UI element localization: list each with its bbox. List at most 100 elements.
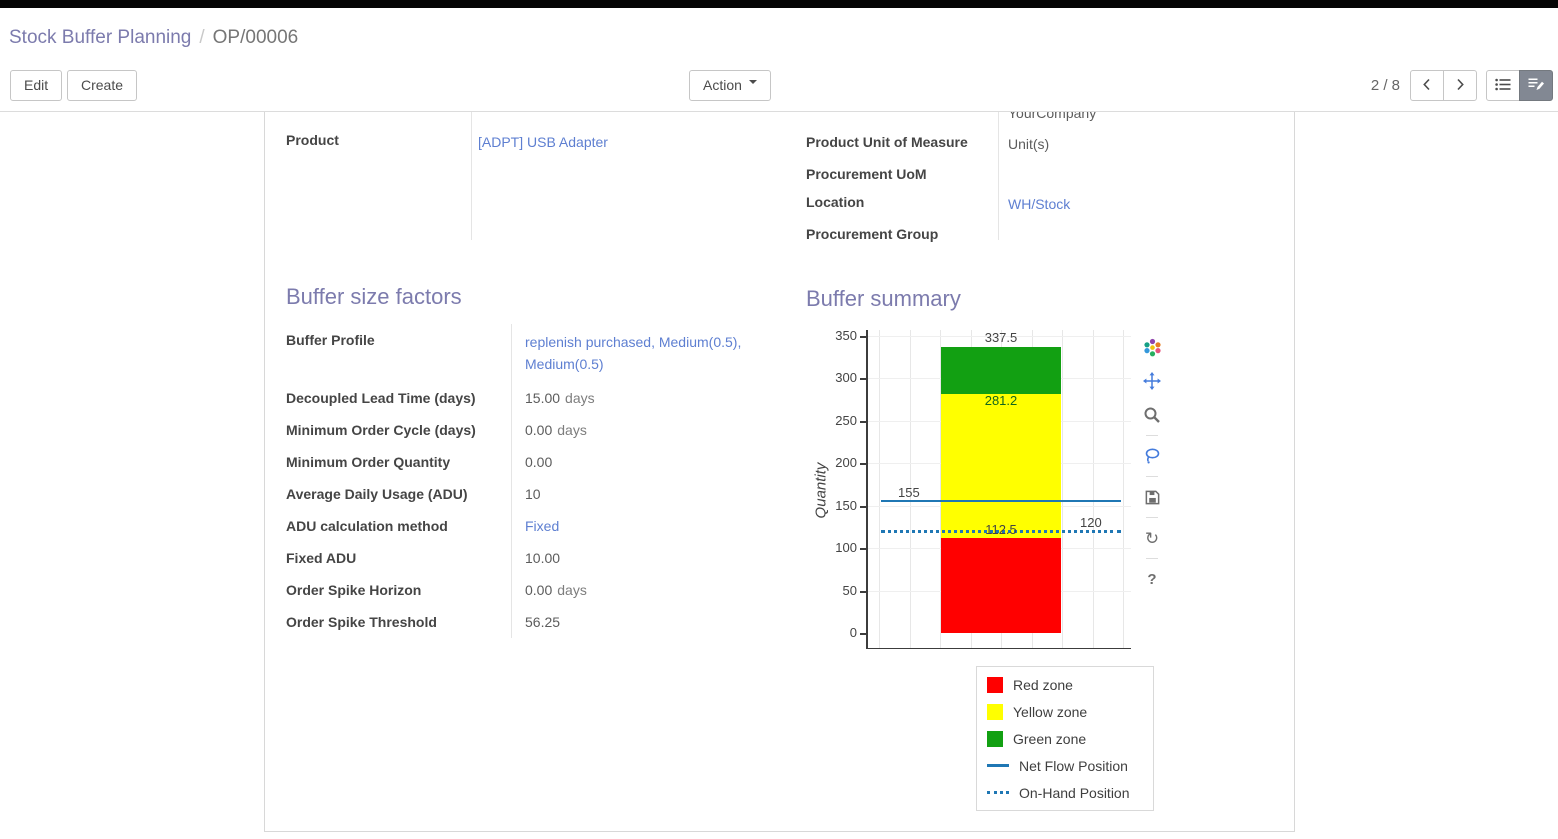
form-sheet: Product [ADPT] USB Adapter YourCompany P… bbox=[264, 112, 1295, 832]
action-dropdown-button[interactable]: Action bbox=[689, 70, 771, 101]
legend-item[interactable]: Net Flow Position bbox=[977, 752, 1153, 779]
table-row: Buffer Profile replenish purchased, Medi… bbox=[286, 324, 760, 382]
toolbar-separator bbox=[1146, 435, 1158, 436]
zone-bar-green-zone bbox=[941, 346, 1061, 395]
help-icon[interactable]: ? bbox=[1147, 570, 1157, 588]
y-tick-mark bbox=[860, 548, 866, 551]
breadcrumb: Stock Buffer Planning / OP/00006 bbox=[9, 27, 298, 49]
previous-page-icon bbox=[1422, 78, 1432, 94]
table-row: Order Spike Threshold 56.25 bbox=[286, 606, 760, 638]
next-page-icon bbox=[1455, 78, 1465, 94]
buffer-factors-table: Buffer Profile replenish purchased, Medi… bbox=[286, 324, 760, 638]
spike-horizon-label: Order Spike Horizon bbox=[286, 582, 422, 598]
control-panel: Edit Create Action 2 / 8 bbox=[0, 62, 1558, 112]
legend-item[interactable]: Red zone bbox=[977, 671, 1153, 698]
v-grid-line bbox=[1123, 330, 1124, 648]
v-grid-line bbox=[940, 330, 941, 648]
toolbar-separator bbox=[1146, 476, 1158, 477]
table-row: Minimum Order Cycle (days) 0.00 days bbox=[286, 414, 760, 446]
edit-button[interactable]: Edit bbox=[10, 70, 63, 101]
procurement-uom-label: Procurement UoM bbox=[806, 166, 927, 182]
adu-label: Average Daily Usage (ADU) bbox=[286, 486, 468, 502]
breadcrumb-parent-link[interactable]: Stock Buffer Planning bbox=[9, 27, 192, 48]
plotly-logo-icon[interactable] bbox=[1139, 332, 1165, 362]
y-tick-label: 50 bbox=[842, 582, 857, 598]
reset-icon[interactable]: ↻ bbox=[1144, 528, 1160, 548]
y-tick-mark bbox=[860, 420, 866, 423]
spike-horizon-suffix: days bbox=[557, 582, 587, 598]
legend-swatch bbox=[987, 676, 1003, 693]
legend-label: Net Flow Position bbox=[1019, 757, 1128, 774]
dlt-label: Decoupled Lead Time (days) bbox=[286, 390, 476, 406]
fixed-adu-value: 10.00 bbox=[525, 550, 561, 566]
min-order-cycle-suffix: days bbox=[557, 422, 587, 438]
next-page-button[interactable] bbox=[1443, 70, 1477, 101]
location-link[interactable]: WH/Stock bbox=[1008, 196, 1071, 212]
lasso-icon[interactable] bbox=[1139, 441, 1165, 471]
dlt-value: 15.00 bbox=[525, 390, 561, 406]
breadcrumb-current: OP/00006 bbox=[212, 27, 299, 48]
list-view-button[interactable] bbox=[1486, 70, 1520, 101]
fixed-adu-label: Fixed ADU bbox=[286, 550, 357, 566]
app-top-bar bbox=[0, 0, 1558, 8]
net-flow-position-line bbox=[881, 500, 1121, 503]
breadcrumb-row: Stock Buffer Planning / OP/00006 bbox=[0, 8, 1558, 62]
zone-bar-red-zone bbox=[941, 537, 1061, 633]
y-tick-label: 0 bbox=[849, 625, 857, 640]
pan-icon[interactable] bbox=[1139, 366, 1165, 396]
h-grid-line bbox=[868, 336, 1131, 337]
y-tick-label: 250 bbox=[835, 412, 857, 428]
legend-swatch bbox=[987, 730, 1003, 747]
legend-label: Red zone bbox=[1013, 676, 1073, 693]
legend-swatch bbox=[987, 791, 1009, 794]
min-order-cycle-label: Minimum Order Cycle (days) bbox=[286, 422, 476, 438]
table-row: ADU calculation method Fixed bbox=[286, 510, 760, 542]
table-row: Average Daily Usage (ADU) 10 bbox=[286, 478, 760, 510]
previous-page-button[interactable] bbox=[1410, 70, 1444, 101]
adu-method-label: ADU calculation method bbox=[286, 518, 448, 534]
buffer-profile-link[interactable]: replenish purchased, Medium(0.5), Medium… bbox=[525, 334, 742, 372]
legend-item[interactable]: Yellow zone bbox=[977, 698, 1153, 725]
y-tick-label: 350 bbox=[835, 328, 857, 343]
dlt-suffix: days bbox=[565, 390, 595, 406]
table-row: Order Spike Horizon 0.00 days bbox=[286, 574, 760, 606]
location-label: Location bbox=[806, 194, 865, 210]
save-icon[interactable] bbox=[1139, 482, 1165, 512]
buffer-summary-chart: Quantity 0 50 100 150 200 250 300 350 112.5 281.… bbox=[805, 322, 1285, 831]
v-grid-line bbox=[879, 330, 880, 648]
list-view-icon bbox=[1495, 78, 1511, 94]
y-tick-label: 150 bbox=[835, 497, 857, 513]
chart-legend: Red zone Yellow zone Green zone Net Flow Po… bbox=[976, 666, 1154, 811]
product-link[interactable]: [ADPT] USB Adapter bbox=[478, 134, 608, 150]
y-tick-mark bbox=[860, 590, 866, 593]
y-tick-mark bbox=[860, 505, 866, 508]
spike-horizon-value: 0.00 bbox=[525, 582, 553, 598]
company-value-partial: YourCompany bbox=[1008, 112, 1097, 121]
min-order-qty-value: 0.00 bbox=[525, 454, 553, 470]
adu-method-link[interactable]: Fixed bbox=[525, 518, 560, 534]
legend-label: Green zone bbox=[1013, 730, 1087, 747]
form-view-button[interactable] bbox=[1519, 70, 1553, 101]
zoom-icon[interactable] bbox=[1139, 400, 1165, 430]
toolbar-separator bbox=[1146, 517, 1158, 518]
buffer-summary-title: Buffer summary bbox=[806, 286, 961, 311]
legend-swatch bbox=[987, 703, 1003, 720]
v-grid-line bbox=[1092, 330, 1094, 648]
zone-boundary-label: 337.5 bbox=[984, 329, 1018, 345]
line-value-label: 155 bbox=[898, 485, 920, 501]
pager-counter: 2 / 8 bbox=[1370, 77, 1400, 94]
legend-label: Yellow zone bbox=[1013, 703, 1088, 720]
y-tick-label: 200 bbox=[835, 455, 857, 471]
zone-bar-yellow-zone bbox=[941, 394, 1061, 538]
min-order-cycle-value: 0.00 bbox=[525, 422, 553, 438]
chart-plot-area[interactable]: 112.5 281.2 337.5 155 120 bbox=[866, 330, 1131, 649]
spike-threshold-label: Order Spike Threshold bbox=[286, 614, 437, 630]
create-button[interactable]: Create bbox=[67, 70, 138, 101]
pager-buttons bbox=[1410, 70, 1477, 101]
legend-label: On-Hand Position bbox=[1019, 784, 1130, 801]
v-grid-line bbox=[909, 330, 911, 648]
legend-item[interactable]: Green zone bbox=[977, 725, 1153, 752]
legend-item[interactable]: On-Hand Position bbox=[977, 779, 1153, 806]
y-tick-mark bbox=[860, 633, 866, 635]
product-label: Product bbox=[286, 132, 339, 148]
